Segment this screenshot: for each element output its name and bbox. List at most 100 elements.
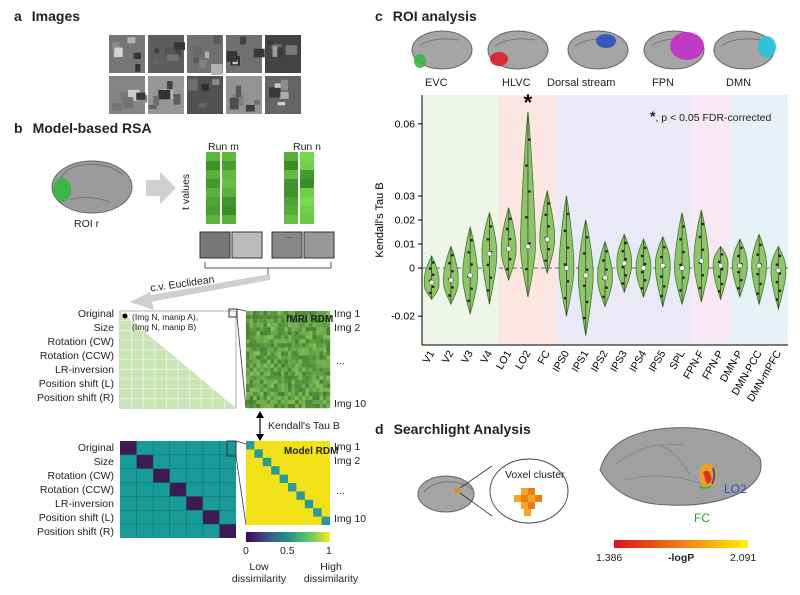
data-point — [505, 227, 509, 231]
model-img10: Img 10 — [334, 513, 367, 525]
data-point — [467, 251, 470, 254]
data-point — [525, 164, 528, 167]
condition-label: Position shift (R) — [36, 392, 114, 404]
data-point — [544, 213, 548, 217]
data-point — [717, 260, 721, 264]
significance-star: * — [524, 90, 533, 115]
x-tick-label: V2 — [440, 348, 457, 365]
colorbar-tick-0: 0 — [243, 545, 249, 557]
median-marker — [525, 243, 531, 250]
data-point — [505, 267, 509, 271]
y-tick-label: 0 — [409, 263, 415, 275]
x-tick-label: V4 — [478, 348, 495, 365]
data-point — [624, 241, 628, 245]
data-point — [563, 229, 567, 233]
data-point — [698, 286, 702, 290]
data-point — [775, 298, 779, 301]
data-point — [640, 270, 644, 274]
median-marker — [775, 267, 782, 274]
data-point — [679, 263, 682, 267]
median-marker — [756, 263, 762, 269]
condition-label: Rotation (CW) — [47, 470, 114, 482]
data-point — [740, 278, 743, 282]
group-band — [422, 95, 500, 345]
data-point — [717, 275, 721, 278]
data-point — [431, 273, 435, 276]
data-point — [640, 254, 644, 258]
model-img2: Img 2 — [334, 455, 361, 467]
data-point — [544, 259, 548, 262]
significance-note: *, p < 0.05 FDR-corrected — [650, 108, 772, 124]
data-point — [451, 269, 454, 273]
run-m-label: Run m — [208, 141, 239, 153]
median-marker — [621, 260, 627, 266]
data-point — [528, 241, 531, 245]
pair-note: (Img N, manip A), (Img N, manip B) — [132, 312, 199, 332]
data-point — [448, 294, 451, 297]
data-point — [470, 238, 473, 242]
condition-label: Position shift (L) — [38, 512, 114, 524]
data-point — [682, 250, 685, 254]
data-point — [662, 285, 666, 288]
condition-label: LR-inversion — [55, 498, 114, 510]
data-point — [717, 290, 721, 293]
data-point — [508, 237, 512, 241]
roi-group-label: HLVC — [502, 77, 531, 89]
condition-list-bottom: Original Size Rotation (CW) Rotation (CCW) L… — [0, 441, 114, 539]
panel-c-title: c ROI analysis — [375, 8, 477, 24]
voxel-cluster-label: Voxel cluster — [505, 469, 565, 481]
median-marker — [602, 275, 608, 281]
median-marker — [698, 258, 704, 264]
roi-brain-icon — [51, 160, 133, 214]
data-point — [679, 237, 682, 241]
condition-label: Rotation (CCW) — [39, 350, 114, 362]
data-point — [756, 292, 759, 295]
data-point — [775, 263, 779, 266]
median-marker — [486, 251, 493, 257]
data-point — [602, 259, 605, 262]
data-point — [621, 266, 625, 269]
median-marker — [640, 265, 647, 271]
data-point — [701, 273, 705, 277]
data-point — [662, 245, 666, 249]
roi-group-label: DMN — [726, 77, 752, 89]
data-point — [547, 247, 551, 251]
median-marker — [679, 265, 685, 271]
roi-brains — [411, 30, 776, 70]
data-point — [701, 248, 705, 251]
low-dissimilarity: Low dissimilarity — [231, 561, 287, 585]
data-point — [756, 253, 759, 256]
data-point — [582, 316, 586, 320]
data-point — [659, 294, 663, 298]
logp-label: -logP — [668, 552, 695, 564]
logp-min: 1.386 — [596, 552, 623, 564]
searchlight-brain — [599, 427, 762, 506]
data-point — [740, 246, 743, 250]
high-dissimilarity: High dissimilarity — [303, 561, 359, 585]
condition-label: Original — [77, 442, 114, 454]
x-tick-label: V3 — [459, 348, 476, 365]
data-point — [756, 272, 759, 276]
data-point — [428, 267, 432, 270]
data-point — [602, 295, 605, 299]
condition-label: Position shift (L) — [38, 378, 114, 390]
condition-label: Rotation (CCW) — [39, 484, 114, 496]
roi-brain-1 — [487, 30, 549, 70]
fmri-dots: ... — [336, 355, 345, 367]
median-marker — [467, 272, 473, 278]
model-dots: ... — [336, 485, 345, 497]
y-tick-label: -0.02 — [391, 311, 415, 323]
run-n-label: Run n — [293, 141, 322, 153]
data-point — [508, 217, 512, 221]
data-point — [720, 267, 724, 271]
small-brain-icon — [417, 475, 475, 513]
voxel-cluster-icon — [514, 488, 542, 516]
data-point — [621, 282, 625, 285]
data-point — [621, 249, 625, 253]
data-point — [605, 250, 608, 253]
data-point — [659, 255, 663, 259]
data-point — [624, 257, 628, 261]
data-point — [428, 291, 432, 295]
